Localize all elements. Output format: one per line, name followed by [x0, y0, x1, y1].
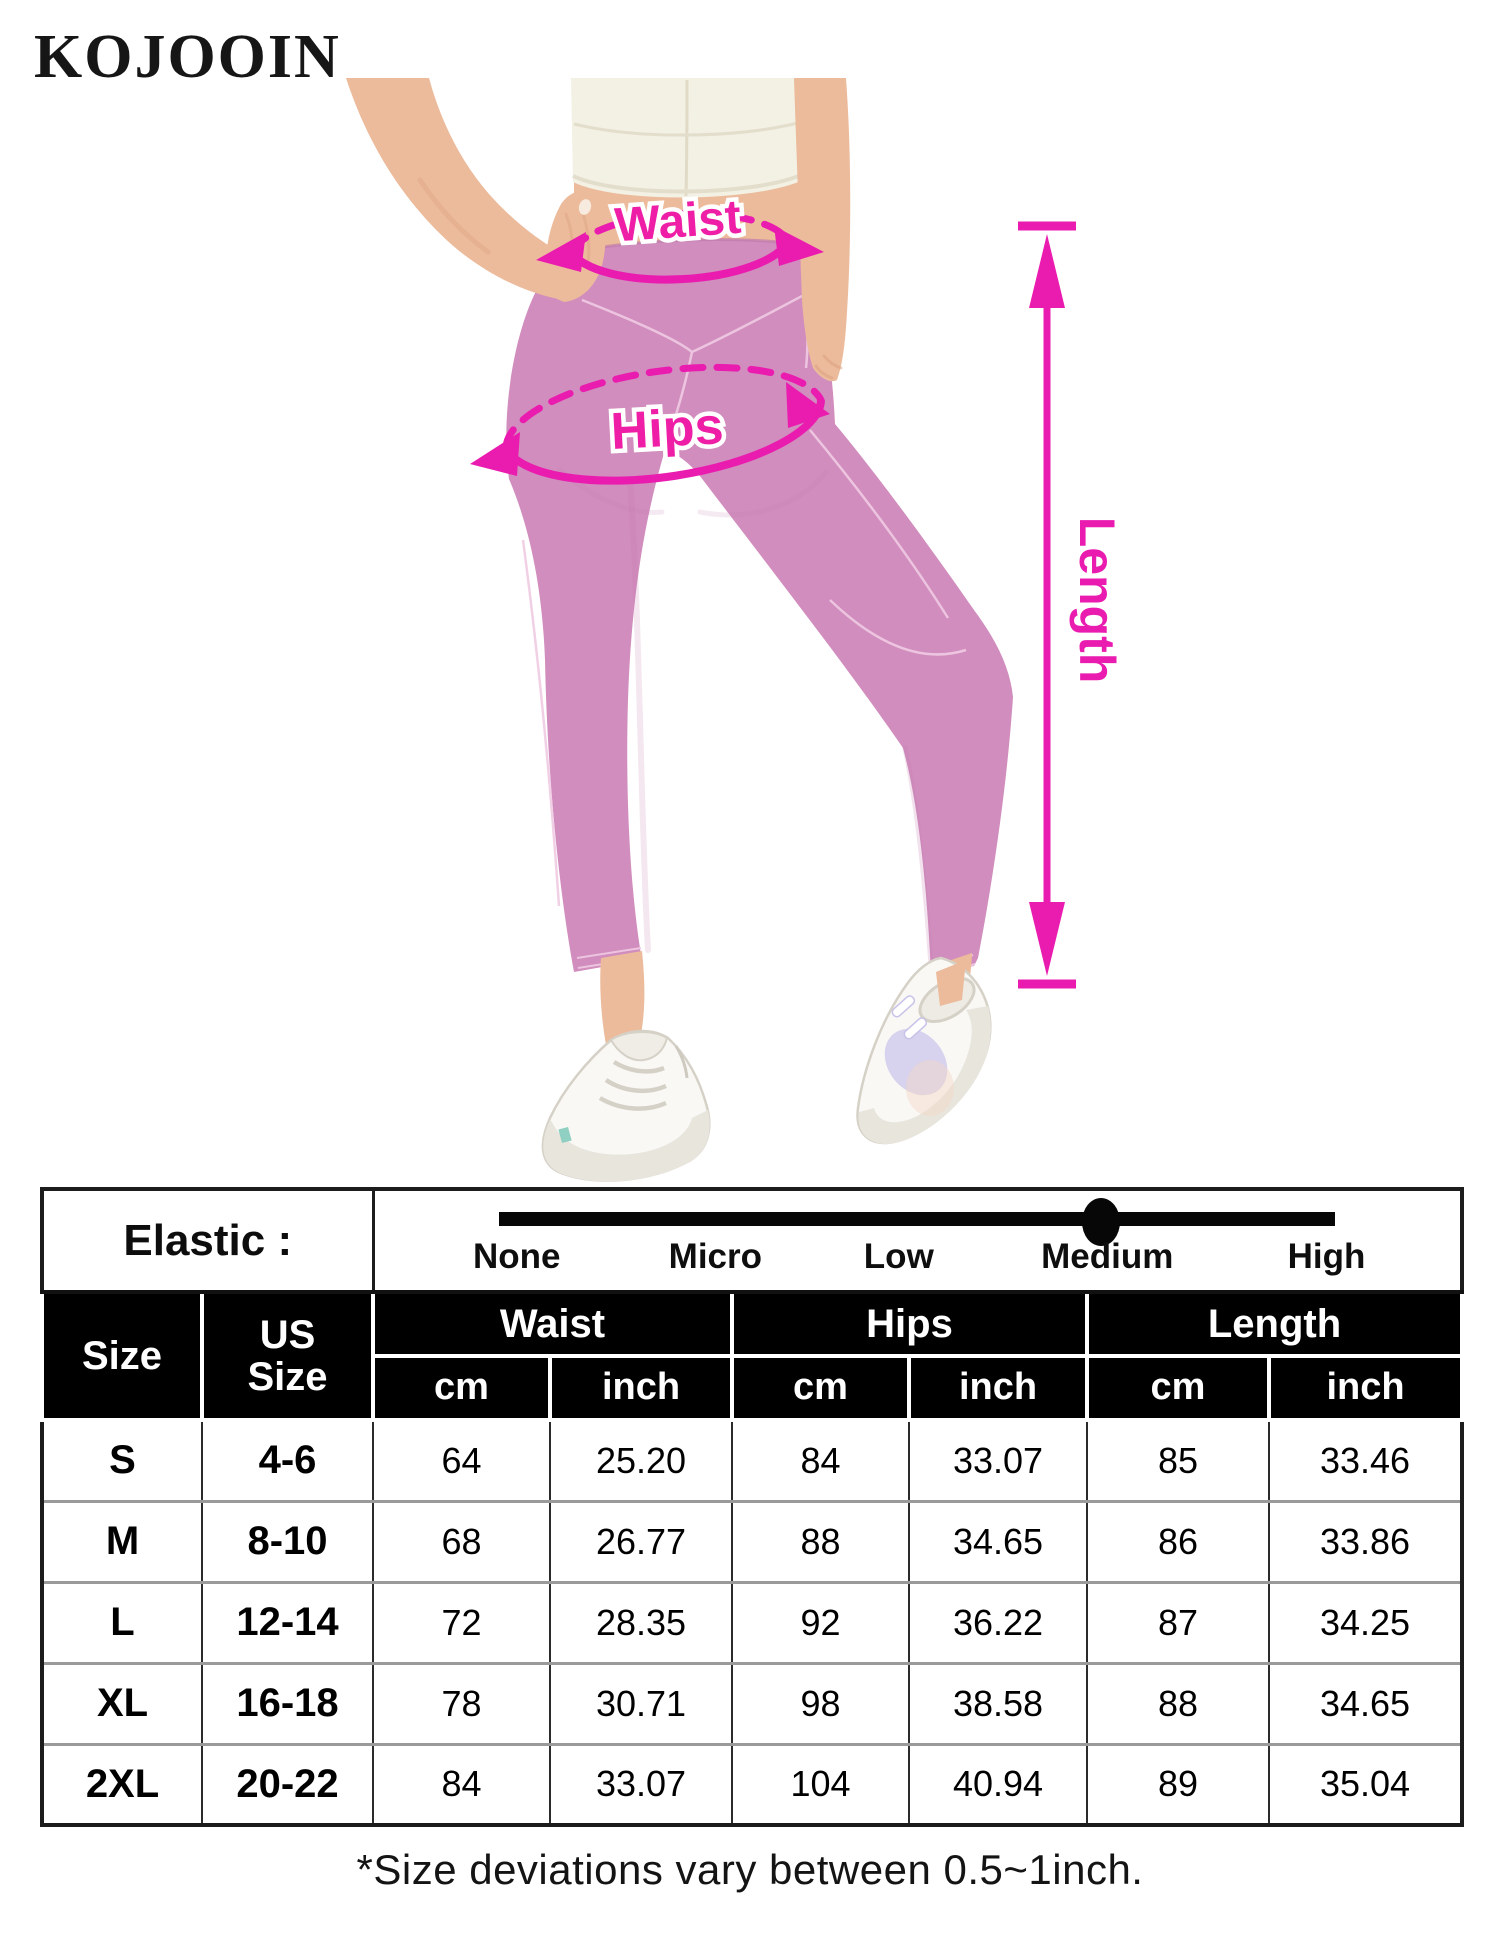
right-arm: [794, 78, 851, 382]
cell-us-size: 20-22: [201, 1742, 374, 1827]
elastic-scale: None Micro Low Medium High: [371, 1187, 1464, 1294]
header-length: Length: [1084, 1290, 1465, 1358]
cell-size: XL: [41, 1661, 203, 1746]
product-photo: Waist Hips Length: [346, 78, 1125, 1182]
hips-label: Hips: [609, 397, 725, 461]
header-size: Size: [40, 1290, 204, 1422]
cell-hips-inch: 40.94: [908, 1742, 1088, 1827]
cell-size: 2XL: [41, 1742, 203, 1827]
waist-label: Waist: [613, 191, 743, 253]
header-waist-inch: inch: [548, 1354, 734, 1422]
cell-length-cm: 89: [1086, 1742, 1270, 1827]
fingernail: [578, 199, 592, 215]
cell-us-size: 8-10: [201, 1499, 374, 1584]
elastic-row: Elastic : None Micro Low Medium High: [40, 1187, 1464, 1294]
cell-us-size: 4-6: [201, 1418, 374, 1503]
right-sneaker: [856, 956, 992, 1145]
top-mid-seam: [573, 120, 803, 137]
cell-size: S: [41, 1418, 203, 1503]
left-arm: [346, 78, 601, 298]
size-deviation-note: *Size deviations vary between 0.5~1inch.: [356, 1846, 1144, 1893]
cell-size: M: [41, 1499, 203, 1584]
cell-waist-inch: 28.35: [549, 1580, 733, 1665]
header-waist-cm: cm: [371, 1354, 552, 1422]
header-length-cm: cm: [1085, 1354, 1271, 1422]
hips-arrow-left: [470, 432, 520, 476]
cell-hips-inch: 36.22: [908, 1580, 1088, 1665]
cell-us-size: 12-14: [201, 1580, 374, 1665]
waist-arrow-left: [536, 232, 586, 272]
header-waist: Waist: [371, 1290, 734, 1358]
elastic-level-high: High: [1287, 1237, 1366, 1276]
cell-length-inch: 35.04: [1267, 1742, 1464, 1827]
cell-size: L: [41, 1580, 203, 1665]
cell-hips-cm: 88: [731, 1499, 910, 1584]
header-hips: Hips: [730, 1290, 1089, 1358]
cell-waist-cm: 78: [372, 1661, 551, 1746]
elastic-level-indicator-dot: [1081, 1198, 1120, 1246]
table-row-l: L 12-14 72 28.35 92 36.22 87 34.25: [41, 1580, 1464, 1665]
cell-waist-cm: 64: [372, 1418, 551, 1503]
elastic-level-low: Low: [863, 1237, 934, 1276]
header-us-line1: US: [259, 1313, 316, 1357]
header-length-inch: inch: [1266, 1354, 1465, 1422]
cell-length-cm: 86: [1086, 1499, 1270, 1584]
waist-measure-ellipse: [536, 209, 824, 284]
cell-waist-inch: 33.07: [549, 1742, 733, 1827]
cell-length-cm: 87: [1086, 1580, 1270, 1665]
elastic-level-micro: Micro: [668, 1237, 763, 1276]
model-figure: [346, 78, 1013, 1182]
header-us-line2: Size: [247, 1355, 328, 1399]
hips-measure-ellipse: [470, 363, 830, 485]
cell-length-inch: 33.46: [1267, 1418, 1464, 1503]
cell-length-cm: 85: [1086, 1418, 1270, 1503]
table-row-m: M 8-10 68 26.77 88 34.65 86 33.86: [41, 1499, 1464, 1584]
cell-waist-cm: 84: [372, 1742, 551, 1827]
elastic-scale-bar: [499, 1212, 1336, 1226]
cell-length-cm: 88: [1086, 1661, 1270, 1746]
right-ankle-in-collar: [936, 960, 966, 1006]
cell-length-inch: 34.25: [1267, 1580, 1464, 1665]
table-header-row-groups: Size US Size Waist Hips Length: [40, 1290, 1465, 1422]
table-row-2xl: 2XL 20-22 84 33.07 104 40.94 89 35.04: [41, 1742, 1464, 1827]
cell-hips-cm: 104: [731, 1742, 910, 1827]
measurement-annotations: Waist Hips Length: [470, 186, 1125, 989]
header-hips-cm: cm: [730, 1354, 911, 1422]
cell-hips-inch: 34.65: [908, 1499, 1088, 1584]
cell-length-inch: 33.86: [1267, 1499, 1464, 1584]
cell-length-inch: 34.65: [1267, 1661, 1464, 1746]
elastic-level-none: None: [472, 1237, 561, 1276]
length-arrow: [1018, 221, 1076, 989]
elastic-label: Elastic :: [40, 1187, 375, 1294]
cell-hips-inch: 33.07: [908, 1418, 1088, 1503]
table-row-s: S 4-6 64 25.20 84 33.07 85 33.46: [41, 1418, 1464, 1503]
leggings: [506, 239, 1013, 975]
cell-waist-cm: 68: [372, 1499, 551, 1584]
cell-waist-inch: 26.77: [549, 1499, 733, 1584]
left-sneaker: [541, 1029, 711, 1182]
left-ankle-skin: [600, 951, 645, 1050]
hips-arrow-right: [786, 382, 830, 428]
brand-logo: KOJOOIN: [34, 23, 341, 91]
elastic-level-medium: Medium: [1041, 1237, 1174, 1276]
size-chart-table: Elastic : None Micro Low Medium High Siz…: [40, 1187, 1465, 1827]
arm-shading: [417, 177, 491, 255]
top-center-seam: [684, 79, 689, 197]
top-hem-seam: [572, 172, 804, 194]
cell-waist-cm: 72: [372, 1580, 551, 1665]
table-row-xl: XL 16-18 78 30.71 98 38.58 88 34.65: [41, 1661, 1464, 1746]
cell-waist-inch: 30.71: [549, 1661, 733, 1746]
cell-hips-cm: 98: [731, 1661, 910, 1746]
header-hips-inch: inch: [907, 1354, 1089, 1422]
header-us-size: US Size: [200, 1290, 375, 1422]
cell-hips-cm: 92: [731, 1580, 910, 1665]
table-header-row-units: cm inch cm inch cm inch: [42, 1354, 1465, 1422]
cell-hips-inch: 38.58: [908, 1661, 1088, 1746]
cell-us-size: 16-18: [201, 1661, 374, 1746]
cell-hips-cm: 84: [731, 1418, 910, 1503]
length-label: Length: [1069, 517, 1125, 684]
cell-waist-inch: 25.20: [549, 1418, 733, 1503]
waist-arrow-right: [774, 226, 824, 266]
